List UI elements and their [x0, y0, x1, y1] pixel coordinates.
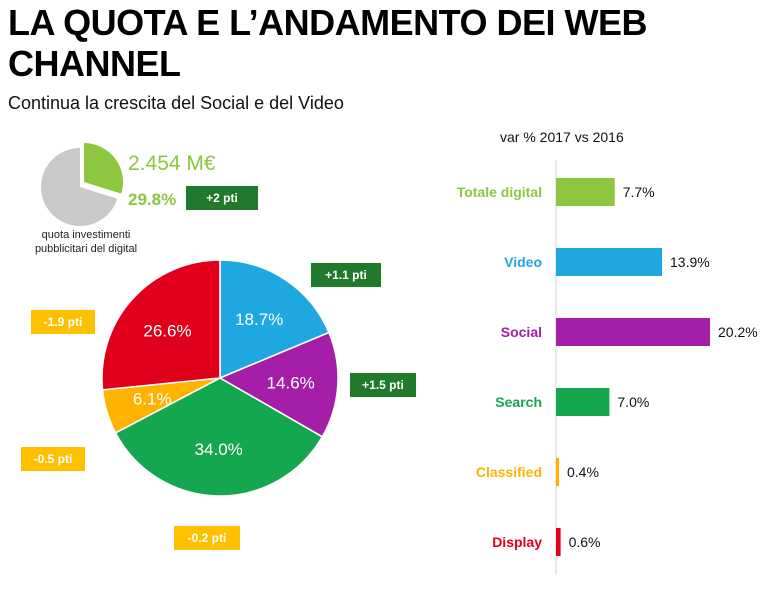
page-title: LA QUOTA E L’ANDAMENTO DEI WEB CHANNEL — [8, 2, 648, 84]
pie-label-video: 18.7% — [235, 310, 283, 329]
pie-slice-social — [218, 331, 339, 438]
pie-label-social: 14.6% — [267, 373, 315, 392]
channel-variation-bar-chart: Totale digital 7.7% Video 13.9% Social 20.2% S… — [457, 160, 758, 575]
bar-value-totale-digital: 7.7% — [623, 184, 655, 200]
digital-share-value: 29.8% — [128, 190, 177, 209]
bar-video — [556, 248, 662, 276]
bar-value-social: 20.2% — [718, 324, 758, 340]
bar-category-display: Display — [492, 534, 542, 550]
bar-display — [556, 528, 561, 556]
pie-delta-video: +1.1 pti — [311, 263, 381, 287]
pie-delta-search: -0.2 pti — [174, 526, 240, 550]
pie-delta-classified: -0.5 pti — [21, 447, 85, 471]
bar-value-video: 13.9% — [670, 254, 710, 270]
bar-category-video: Video — [504, 254, 542, 270]
pie-label-classified: 6.1% — [133, 389, 172, 408]
bar-value-display: 0.6% — [569, 534, 601, 550]
bar-value-classified: 0.4% — [567, 464, 599, 480]
bar-search — [556, 388, 610, 416]
channel-share-pie-chart: 18.7% 14.6% 34.0% 6.1% 26.6% — [101, 259, 339, 497]
pie-label-display: 26.6% — [143, 322, 191, 341]
page-subtitle: Continua la crescita del Social e del Vi… — [8, 93, 344, 113]
mini-pie-digital-slice — [84, 143, 123, 194]
pie-label-search: 34.0% — [195, 440, 243, 459]
mini-pie-rest-slice — [40, 148, 118, 226]
pie-delta-social: +1.5 pti — [350, 373, 416, 397]
bar-category-totale-digital: Totale digital — [457, 184, 542, 200]
digital-total-value: 2.454 M€ — [128, 152, 216, 175]
bar-category-social: Social — [501, 324, 542, 340]
pie-slice-display — [101, 259, 221, 391]
bar-social — [556, 318, 710, 346]
digital-share-mini-pie — [40, 143, 123, 226]
bar-chart-title: var % 2017 vs 2016 — [500, 129, 624, 145]
pie-slice-video — [219, 259, 330, 380]
digital-share-delta-badge: +2 pti — [186, 186, 258, 210]
bar-classified — [556, 458, 559, 486]
pie-delta-display: -1.9 pti — [31, 310, 95, 334]
digital-share-caption: quota investimenti pubblicitari del digi… — [34, 229, 138, 255]
bar-category-search: Search — [495, 394, 542, 410]
pie-slice-search — [114, 377, 324, 497]
bar-category-classified: Classified — [476, 464, 542, 480]
bar-totale-digital — [556, 178, 615, 206]
bar-value-search: 7.0% — [617, 394, 649, 410]
